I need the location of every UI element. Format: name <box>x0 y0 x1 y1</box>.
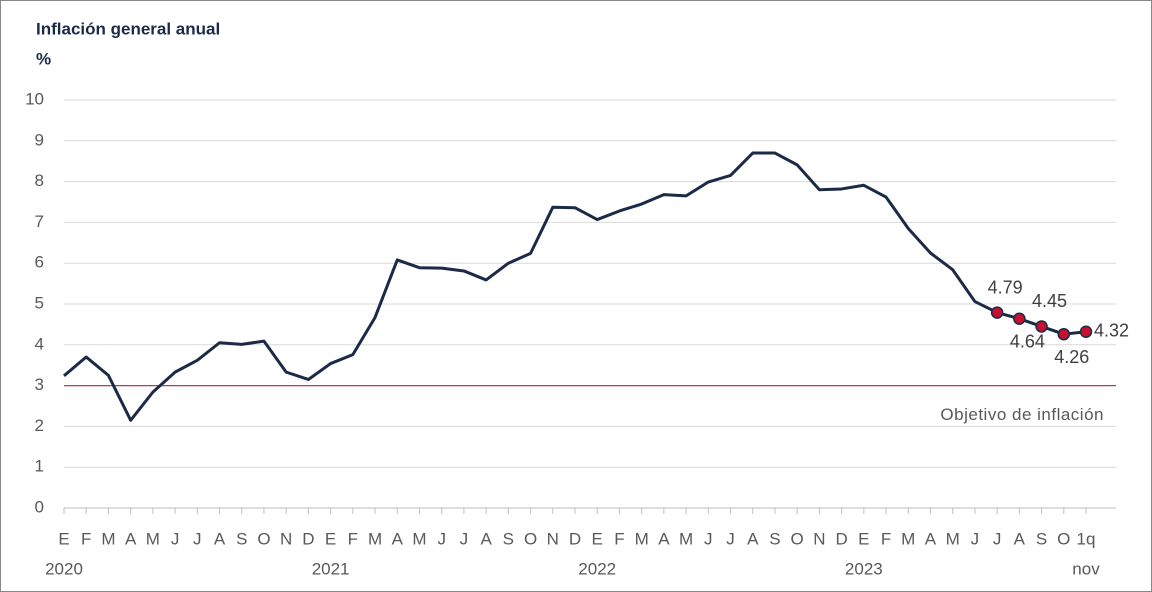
x-tick-label: J <box>193 529 202 548</box>
x-tick-label: S <box>236 529 247 548</box>
data-label: 4.79 <box>988 277 1023 297</box>
x-tick-label: O <box>524 529 537 548</box>
x-tick-label: M <box>368 529 382 548</box>
x-group-label: 2022 <box>578 559 616 578</box>
x-tick-label: A <box>925 529 937 548</box>
x-tick-label: M <box>679 529 693 548</box>
x-tick-label: E <box>325 529 336 548</box>
x-group-label: nov <box>1072 559 1100 578</box>
x-tick-label: F <box>614 529 624 548</box>
x-tick-label: A <box>747 529 759 548</box>
y-tick-label: 8 <box>35 171 44 190</box>
point-marker <box>1079 325 1093 338</box>
x-tick-label: E <box>58 529 69 548</box>
x-group-label: 2021 <box>312 559 350 578</box>
x-tick-label: S <box>769 529 780 548</box>
y-tick-label: 4 <box>35 334 44 353</box>
x-tick-label: A <box>658 529 670 548</box>
x-tick-label: A <box>1014 529 1026 548</box>
x-tick-label: D <box>569 529 581 548</box>
y-tick-label: 9 <box>35 130 44 149</box>
x-tick-label: N <box>280 529 292 548</box>
point-marker <box>1057 327 1071 341</box>
x-tick-label: J <box>460 529 469 548</box>
x-tick-label: J <box>993 529 1002 548</box>
x-tick-label: J <box>171 529 180 548</box>
x-tick-label: A <box>392 529 404 548</box>
x-tick-label: O <box>1057 529 1070 548</box>
x-tick-label: M <box>946 529 960 548</box>
x-tick-label: N <box>547 529 559 548</box>
point-marker <box>1013 312 1026 325</box>
x-tick-label: A <box>480 529 492 548</box>
point-marker <box>990 306 1004 319</box>
x-tick-label: M <box>101 529 115 548</box>
y-tick-label: 1 <box>35 457 44 476</box>
y-tick-label: 10 <box>25 89 44 108</box>
x-tick-label: S <box>503 529 514 548</box>
x-tick-label: J <box>704 529 713 548</box>
x-tick-label: A <box>214 529 226 548</box>
x-tick-label: 1q <box>1077 529 1096 548</box>
x-tick-label: E <box>592 529 603 548</box>
x-tick-label: F <box>348 529 358 548</box>
x-tick-label: J <box>726 529 735 548</box>
line <box>63 151 1087 422</box>
x-tick-label: M <box>146 529 160 548</box>
x-tick-label: D <box>835 529 847 548</box>
data-label: 4.64 <box>1010 331 1045 351</box>
reference-label: Objetivo de inflación <box>940 405 1104 424</box>
x-tick-label: J <box>971 529 980 548</box>
x-tick-label: M <box>412 529 426 548</box>
x-tick-label: F <box>81 529 91 548</box>
x-tick-label: S <box>1036 529 1047 548</box>
y-axis-label: % <box>36 49 51 68</box>
y-tick-label: 3 <box>35 375 44 394</box>
data-label: 4.32 <box>1094 320 1129 340</box>
x-tick-label: O <box>257 529 270 548</box>
x-tick-label: J <box>437 529 446 548</box>
x-tick-label: A <box>125 529 137 548</box>
x-tick-label: M <box>635 529 649 548</box>
x-tick-label: N <box>813 529 825 548</box>
y-tick-label: 5 <box>35 293 44 312</box>
x-group-label: 2023 <box>845 559 883 578</box>
y-tick-label: 2 <box>35 416 44 435</box>
x-tick-label: O <box>791 529 804 548</box>
point-marker <box>1035 320 1048 333</box>
y-tick-label: 7 <box>35 212 44 231</box>
data-label: 4.26 <box>1054 347 1089 367</box>
y-tick-label: 0 <box>35 497 44 516</box>
data-label: 4.45 <box>1032 291 1067 311</box>
x-tick-label: F <box>881 529 891 548</box>
x-tick-label: D <box>302 529 314 548</box>
y-tick-label: 6 <box>35 253 44 272</box>
x-tick-label: M <box>901 529 915 548</box>
chart-title: Inflación general anual <box>36 19 220 38</box>
x-tick-label: E <box>858 529 869 548</box>
x-group-label: 2020 <box>45 559 83 578</box>
